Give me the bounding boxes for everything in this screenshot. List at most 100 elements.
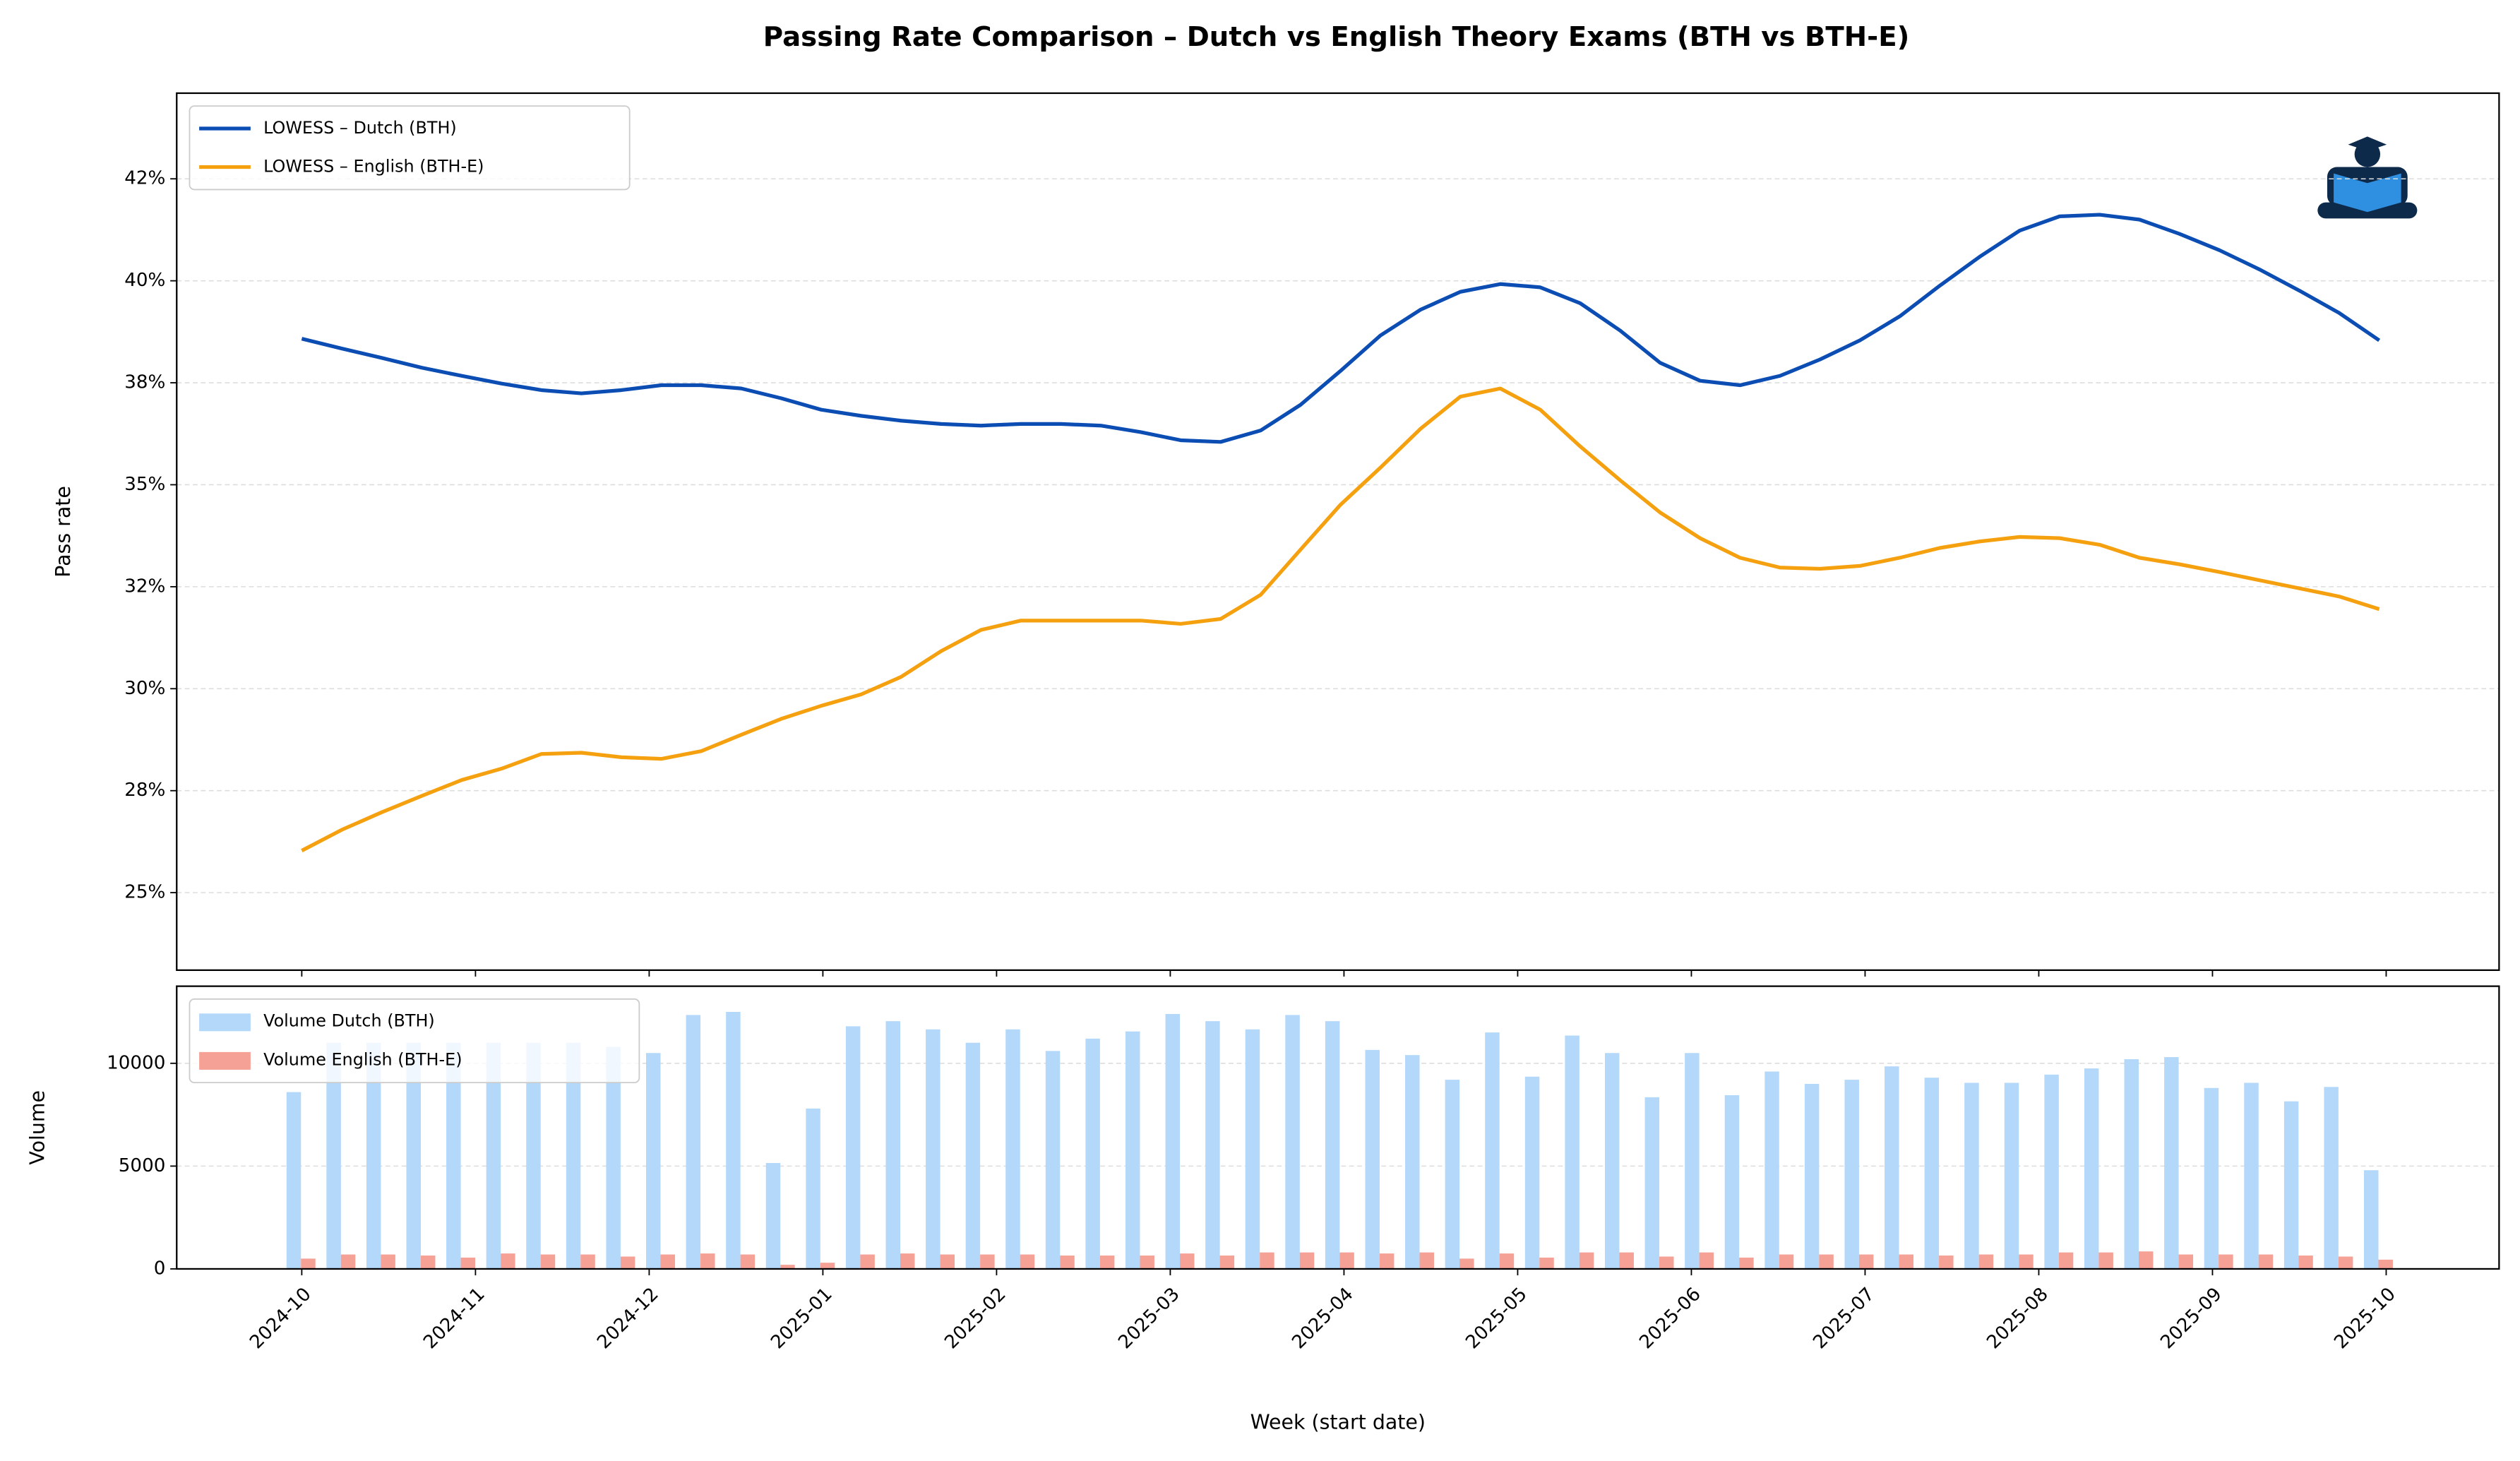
y-tick-label: 5000 [119, 1155, 166, 1176]
bar [2364, 1170, 2379, 1269]
bar [885, 1021, 900, 1269]
bar [2324, 1087, 2339, 1269]
bar [2178, 1254, 2194, 1269]
bar [1245, 1029, 1260, 1269]
bar [540, 1254, 556, 1269]
bar [2244, 1083, 2259, 1269]
bar [1085, 1038, 1100, 1269]
bar [446, 1042, 461, 1269]
bar [2139, 1251, 2154, 1269]
bar [286, 1092, 301, 1269]
bar [2058, 1252, 2074, 1269]
y-tick-label: 38% [124, 372, 165, 393]
bar [566, 1042, 581, 1269]
bar [2044, 1074, 2059, 1269]
bar [1604, 1053, 1620, 1269]
y-tick-label: 10000 [107, 1052, 165, 1073]
x-axis-label: Week (start date) [1250, 1410, 1426, 1433]
bar [1899, 1254, 1913, 1269]
legend-label: LOWESS – English (BTH-E) [263, 157, 484, 177]
bar [1764, 1071, 1779, 1269]
y-tick-label: 28% [124, 780, 165, 801]
bar [740, 1254, 756, 1269]
bar [1365, 1049, 1380, 1269]
bar [1219, 1256, 1235, 1269]
bar [1205, 1021, 1220, 1269]
bar [1978, 1254, 1994, 1269]
bar [820, 1263, 835, 1269]
bar [1619, 1252, 1634, 1269]
bar [420, 1256, 436, 1269]
legend-label: Volume Dutch (BTH) [263, 1011, 435, 1031]
bar [1180, 1253, 1195, 1269]
bar [780, 1265, 795, 1269]
bar [965, 1042, 981, 1269]
bar [1285, 1015, 1300, 1269]
bar [340, 1254, 356, 1269]
bar [1779, 1254, 1794, 1269]
bar [1659, 1256, 1674, 1269]
bar [1045, 1051, 1061, 1269]
bar [1459, 1258, 1474, 1269]
bar [1699, 1252, 1714, 1269]
y-tick-label: 32% [124, 576, 165, 597]
bar [1260, 1252, 1274, 1269]
y-tick-label: 25% [124, 882, 165, 903]
logo [2317, 136, 2418, 219]
y-tick-label: 0 [154, 1258, 166, 1279]
bar [1445, 1080, 1460, 1269]
bar [2298, 1256, 2313, 1269]
bar [580, 1254, 595, 1269]
bar [2164, 1057, 2179, 1269]
legend-swatch [199, 1013, 251, 1032]
bar [2219, 1254, 2233, 1269]
bar [1739, 1257, 1754, 1269]
y-tick-label: 30% [124, 678, 165, 699]
bar [1644, 1097, 1660, 1269]
bar [1885, 1066, 1899, 1269]
bar [2338, 1256, 2353, 1269]
bar [700, 1253, 715, 1269]
legend-label: Volume English (BTH-E) [263, 1049, 462, 1069]
legend-box [189, 998, 640, 1084]
bar [2084, 1068, 2099, 1269]
y-tick-label: 35% [124, 474, 165, 495]
bar [1924, 1078, 1940, 1269]
bar [2258, 1254, 2274, 1269]
bar [845, 1026, 861, 1269]
bar [686, 1015, 701, 1269]
axes-frame [176, 985, 2500, 1270]
bar [1405, 1055, 1420, 1269]
chart-title: Passing Rate Comparison – Dutch vs Engli… [763, 21, 1909, 53]
bar [606, 1046, 621, 1269]
y-axis-label: Volume [26, 1090, 49, 1165]
bar [1099, 1256, 1115, 1269]
y-tick-label: 42% [124, 168, 165, 189]
bar [1858, 1254, 1874, 1269]
bar [926, 1029, 940, 1269]
bar [1685, 1053, 1700, 1269]
bar [1060, 1256, 1075, 1269]
bar [1565, 1035, 1580, 1269]
bar [1844, 1080, 1859, 1269]
bar [1499, 1253, 1515, 1269]
bar [2098, 1252, 2113, 1269]
bar [381, 1254, 395, 1269]
bar [1524, 1076, 1540, 1269]
bar [806, 1108, 820, 1269]
y-axis-label: Pass rate [52, 486, 75, 578]
legend-box [189, 105, 631, 191]
axes-frame [176, 92, 2500, 972]
bar [1939, 1256, 1954, 1269]
plot-area [286, 1012, 2393, 1269]
bar [620, 1256, 635, 1269]
bar [726, 1012, 741, 1269]
bar [486, 1042, 501, 1269]
bar [326, 1042, 341, 1269]
line [301, 213, 2381, 444]
bar [2124, 1059, 2139, 1269]
bar [1339, 1252, 1354, 1269]
bar [526, 1042, 541, 1269]
bar [2378, 1259, 2393, 1269]
